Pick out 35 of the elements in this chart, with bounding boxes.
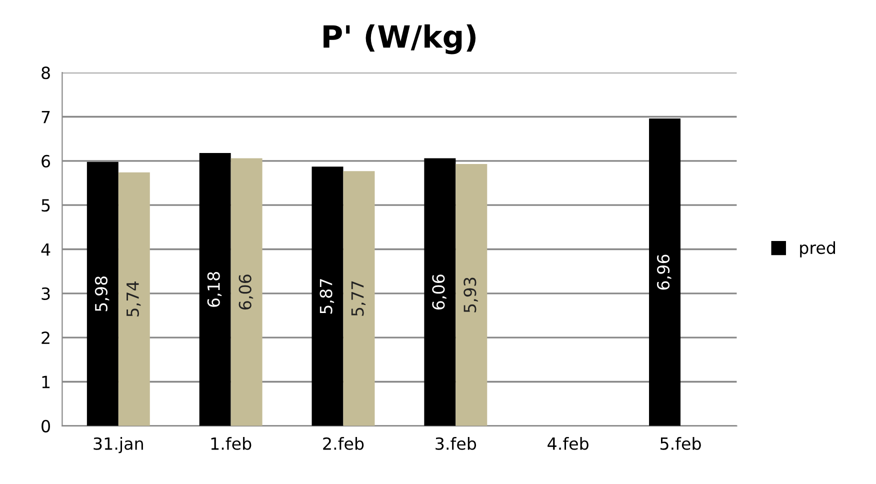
bar [118, 172, 150, 426]
x-tick-label: 3.feb [436, 437, 476, 450]
x-tick-label: 5.feb [660, 437, 701, 450]
data-label: 6,06 [432, 274, 446, 310]
y-tick-label: 3 [42, 287, 50, 300]
data-label: 5,87 [320, 279, 334, 314]
y-tick-label: 0 [42, 420, 50, 432]
x-tick-label: 2.feb [323, 437, 364, 450]
data-label: 6,06 [238, 274, 254, 310]
bar [343, 171, 375, 426]
data-label: 6,18 [207, 272, 222, 307]
y-tick-label: 1 [42, 376, 50, 388]
data-label: 5,93 [464, 278, 478, 312]
bar [649, 118, 681, 426]
bar [230, 158, 262, 426]
x-tick-label: 4.feb [548, 437, 588, 450]
y-tick-label: 8 [42, 66, 50, 80]
data-label: 5,98 [94, 276, 110, 312]
y-tick-label: 4 [41, 243, 50, 256]
legend-label: pred [800, 241, 835, 258]
y-tick-label: 5 [42, 199, 50, 212]
data-label: 6,96 [656, 254, 672, 290]
y-tick-label: 7 [42, 110, 50, 124]
bar [312, 166, 344, 426]
y-tick-label: 6 [42, 154, 50, 168]
x-tick-label: 1.feb [211, 437, 252, 450]
bar [456, 164, 488, 426]
x-tick-label: 31.jan [94, 437, 143, 454]
data-label: 5,77 [351, 281, 366, 316]
data-label: 5,74 [126, 282, 141, 316]
y-tick-label: 2 [42, 332, 50, 344]
chart-title: P' (W/kg) [324, 24, 476, 54]
bar [199, 152, 231, 426]
bar [424, 158, 456, 426]
bar [86, 162, 118, 426]
